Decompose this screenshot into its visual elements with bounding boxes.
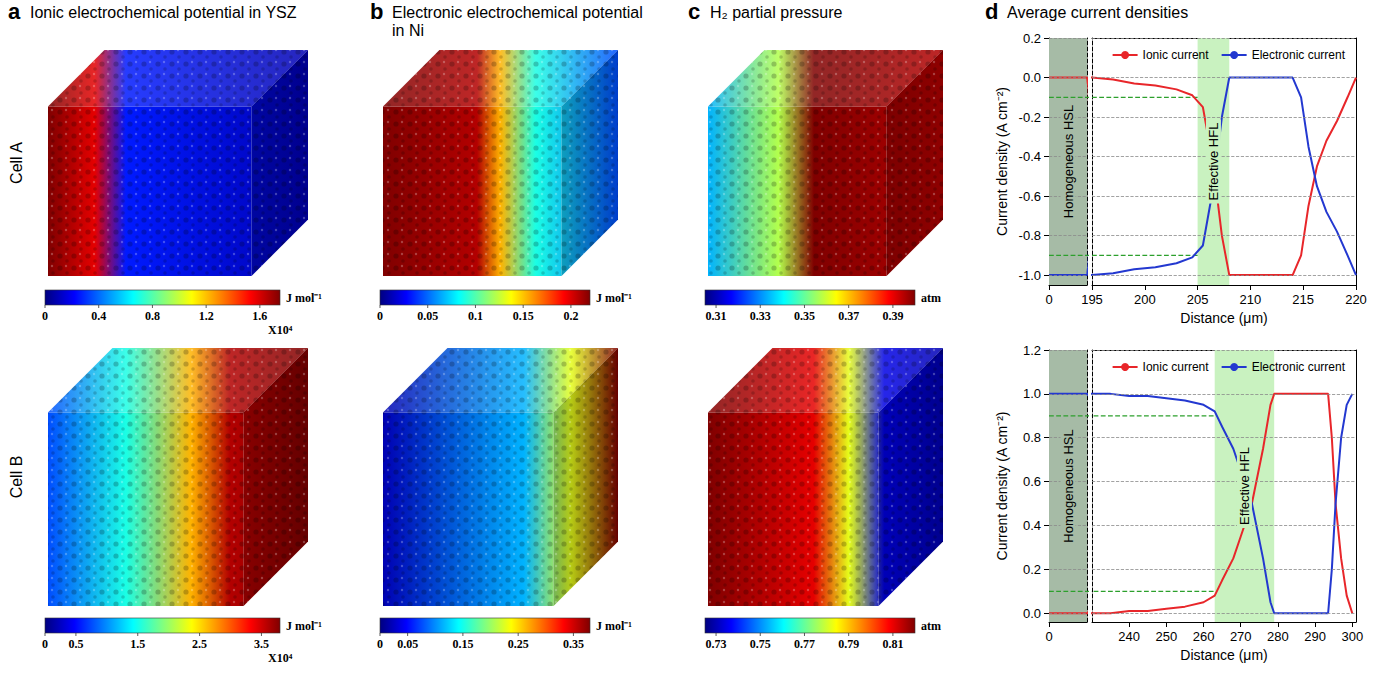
svg-text:0.33: 0.33 <box>750 309 771 323</box>
svg-text:0.75: 0.75 <box>750 637 771 651</box>
svg-text:0.0: 0.0 <box>1023 70 1041 85</box>
svg-text:-1.0: -1.0 <box>1019 268 1041 283</box>
svg-text:0.39: 0.39 <box>882 309 903 323</box>
svg-text:0: 0 <box>1045 292 1052 307</box>
svg-text:290: 290 <box>1304 629 1326 644</box>
svg-text:X10⁴: X10⁴ <box>268 651 293 665</box>
svg-text:Distance (μm): Distance (μm) <box>1180 310 1267 326</box>
svg-text:-0.8: -0.8 <box>1019 228 1041 243</box>
svg-text:0: 0 <box>377 309 383 323</box>
svg-text:atm: atm <box>921 291 941 305</box>
svg-text:-0.6: -0.6 <box>1019 189 1041 204</box>
svg-text:0.4: 0.4 <box>91 309 106 323</box>
html-text:d Average current densities: d Average current densities <box>985 0 1189 24</box>
svg-text:0.6: 0.6 <box>1023 474 1041 489</box>
svg-text:Homogeneous HSL: Homogeneous HSL <box>1061 105 1076 218</box>
svg-text:0.1: 0.1 <box>468 309 483 323</box>
svg-text:1.6: 1.6 <box>252 309 267 323</box>
svg-text:0.8: 0.8 <box>1023 430 1041 445</box>
svg-text:3.5: 3.5 <box>254 637 269 651</box>
svg-text:0.5: 0.5 <box>68 637 83 651</box>
svg-text:0.77: 0.77 <box>794 637 815 651</box>
svg-text:0.8: 0.8 <box>145 309 160 323</box>
svg-text:1.0: 1.0 <box>1023 386 1041 401</box>
svg-text:0.73: 0.73 <box>706 637 727 651</box>
html-text:a: a <box>8 0 21 24</box>
svg-text:220: 220 <box>1345 292 1367 307</box>
svg-text:0.31: 0.31 <box>706 309 727 323</box>
svg-text:2.5: 2.5 <box>192 637 207 651</box>
svg-text:Ionic current: Ionic current <box>1143 360 1210 374</box>
svg-text:215: 215 <box>1292 292 1314 307</box>
svg-text:1.2: 1.2 <box>199 309 214 323</box>
svg-text:0.79: 0.79 <box>838 637 859 651</box>
svg-text:1.5: 1.5 <box>130 637 145 651</box>
svg-text:-0.4: -0.4 <box>1019 149 1041 164</box>
html-text:b Electronic electrochemical p: b Electronic electrochemical potential i… <box>370 0 643 39</box>
html-text:H₂ partial pressure: H₂ partial pressure <box>710 4 843 21</box>
svg-text:0.15: 0.15 <box>452 637 473 651</box>
svg-text:0.2: 0.2 <box>1023 562 1041 577</box>
svg-text:Cell B: Cell B <box>8 456 25 499</box>
svg-text:-0.2: -0.2 <box>1019 110 1041 125</box>
svg-text:J mol⁻¹: J mol⁻¹ <box>596 619 632 633</box>
svg-text:J mol⁻¹: J mol⁻¹ <box>286 291 322 305</box>
svg-text:280: 280 <box>1267 629 1289 644</box>
svg-text:0.37: 0.37 <box>838 309 859 323</box>
svg-text:1.2: 1.2 <box>1023 343 1041 358</box>
svg-text:J mol⁻¹: J mol⁻¹ <box>286 619 322 633</box>
svg-text:200: 200 <box>1134 292 1156 307</box>
svg-text:Homogeneous HSL: Homogeneous HSL <box>1061 429 1076 542</box>
svg-text:0.2: 0.2 <box>1023 31 1041 46</box>
svg-text:Effective HFL: Effective HFL <box>1206 123 1221 201</box>
svg-text:260: 260 <box>1193 629 1215 644</box>
html-text:c: c <box>688 0 701 24</box>
svg-text:Effective HFL: Effective HFL <box>1237 447 1252 525</box>
svg-text:0: 0 <box>42 309 48 323</box>
svg-text:0.81: 0.81 <box>882 637 903 651</box>
svg-text:0: 0 <box>42 637 48 651</box>
svg-text:0.4: 0.4 <box>1023 518 1041 533</box>
svg-text:Current density (A cm⁻²): Current density (A cm⁻²) <box>994 87 1010 236</box>
svg-text:X10⁴: X10⁴ <box>268 323 293 337</box>
svg-text:240: 240 <box>1118 629 1140 644</box>
svg-text:0.05: 0.05 <box>417 309 438 323</box>
svg-text:0.25: 0.25 <box>508 637 529 651</box>
svg-text:Cell A: Cell A <box>8 142 25 184</box>
svg-text:0: 0 <box>377 637 383 651</box>
svg-text:Electronic current: Electronic current <box>1252 360 1346 374</box>
svg-text:atm: atm <box>921 619 941 633</box>
svg-text:0.35: 0.35 <box>563 637 584 651</box>
svg-text:0.15: 0.15 <box>513 309 534 323</box>
svg-text:300: 300 <box>1341 629 1363 644</box>
html-text:Ionic electrochemical potentia: Ionic electrochemical potential in YSZ <box>30 4 297 21</box>
svg-text:205: 205 <box>1187 292 1209 307</box>
svg-text:195: 195 <box>1081 292 1103 307</box>
svg-text:Distance (μm): Distance (μm) <box>1180 647 1267 663</box>
svg-text:0.05: 0.05 <box>397 637 418 651</box>
svg-text:J mol⁻¹: J mol⁻¹ <box>596 291 632 305</box>
svg-text:250: 250 <box>1156 629 1178 644</box>
svg-text:Current density (A cm⁻²): Current density (A cm⁻²) <box>994 412 1010 561</box>
svg-text:0.0: 0.0 <box>1023 606 1041 621</box>
svg-text:Electronic current: Electronic current <box>1252 48 1346 62</box>
svg-text:270: 270 <box>1230 629 1252 644</box>
svg-text:0.2: 0.2 <box>563 309 578 323</box>
svg-text:Ionic current: Ionic current <box>1143 48 1210 62</box>
svg-text:0: 0 <box>1045 629 1052 644</box>
svg-text:210: 210 <box>1240 292 1262 307</box>
svg-text:0.35: 0.35 <box>794 309 815 323</box>
